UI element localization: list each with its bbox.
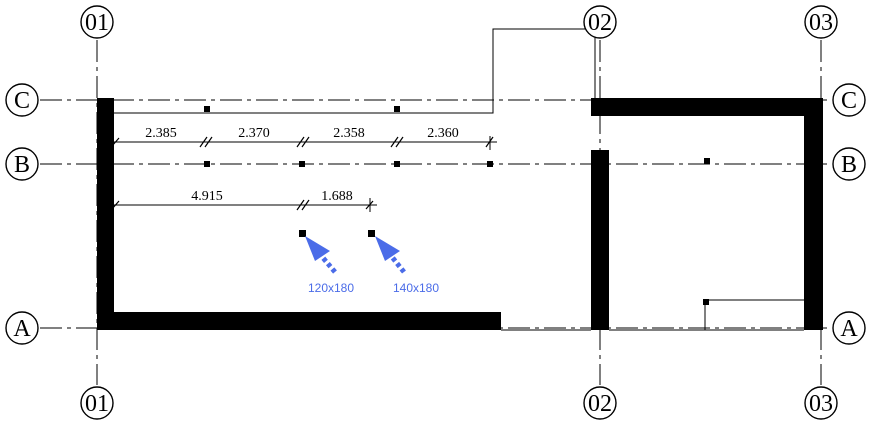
node-marker [204, 106, 210, 112]
grid-bubble-c-left[interactable]: C [5, 83, 39, 117]
grid-bubble-02-bottom[interactable]: 02 [583, 386, 617, 420]
tag-arrow-head-icon [305, 236, 330, 261]
node-marker [368, 230, 375, 237]
dim-text-1688: 1.688 [321, 189, 353, 204]
bubble-label: A [13, 316, 31, 342]
bubble-circle [804, 5, 838, 39]
tag-arrow-head-icon [375, 236, 400, 261]
dim-tick [301, 199, 310, 211]
grid-bubble-01-top[interactable]: 01 [80, 5, 114, 39]
tag-120x180[interactable]: 120x180 [305, 236, 354, 295]
grid-bubble-a-right[interactable]: A [832, 311, 866, 345]
bubble-label: 01 [85, 391, 109, 417]
dim-text-2370: 2.370 [238, 126, 270, 141]
bubble-circle [832, 311, 866, 345]
bubble-label: C [14, 88, 30, 114]
dim-text-2360: 2.360 [427, 126, 459, 141]
node-markers [204, 106, 710, 305]
dim-tick [301, 136, 310, 148]
wall-bottom-left [97, 312, 501, 330]
wall-right [804, 98, 823, 330]
grid-bubble-03-bottom[interactable]: 03 [804, 386, 838, 420]
dim-text-2358: 2.358 [333, 126, 365, 141]
wall-top-right [591, 98, 823, 116]
wall-left [97, 98, 114, 330]
grid-lines [40, 40, 830, 385]
bubble-label: 02 [588, 391, 612, 417]
tag-label: 120x180 [308, 281, 354, 295]
grid-bubble-01-bottom[interactable]: 01 [80, 386, 114, 420]
node-marker [394, 106, 400, 112]
node-marker [487, 161, 493, 167]
bubble-label: 02 [588, 10, 612, 36]
grid-bubble-c-right[interactable]: C [832, 83, 866, 117]
bubble-circle [583, 386, 617, 420]
tag-label: 140x180 [393, 281, 439, 295]
grid-bubble-02-top[interactable]: 02 [583, 5, 617, 39]
node-marker [299, 230, 306, 237]
bubble-circle [5, 147, 39, 181]
dim-text-2385: 2.385 [145, 126, 177, 141]
dim-tick [111, 137, 120, 147]
tag-140x180[interactable]: 140x180 [375, 236, 439, 295]
bubble-label: C [841, 88, 857, 114]
walls [97, 98, 823, 330]
bubble-label: 03 [809, 391, 833, 417]
grid-bubble-03-top[interactable]: 03 [804, 5, 838, 39]
dim-tick [296, 136, 305, 148]
dim-tick [204, 136, 213, 148]
grid-bubble-b-left[interactable]: B [5, 147, 39, 181]
step-line [704, 299, 804, 330]
dimension-texts: 2.385 2.370 2.358 2.360 4.915 1.688 [145, 126, 459, 204]
dim-tick [296, 199, 305, 211]
upper-outline [114, 28, 596, 114]
grid-bubbles: 01 02 03 01 02 03 C C [5, 5, 866, 420]
bubble-label: 01 [85, 10, 109, 36]
dim-tick [199, 136, 208, 148]
node-marker [703, 299, 709, 305]
bubble-circle [80, 386, 114, 420]
node-marker [394, 161, 400, 167]
thin-lines [114, 28, 804, 331]
tag-arrows: 120x180 140x180 [305, 236, 439, 295]
wall-middle [591, 150, 609, 330]
dim-tick [111, 200, 120, 210]
grid-bubble-a-left[interactable]: A [5, 311, 39, 345]
bubble-circle [804, 386, 838, 420]
node-marker [204, 161, 210, 167]
bubble-circle [5, 311, 39, 345]
bubble-circle [832, 147, 866, 181]
dim-tick [390, 136, 399, 148]
node-marker [704, 158, 710, 164]
node-marker [299, 161, 305, 167]
bubble-circle [80, 5, 114, 39]
bubble-label: A [840, 316, 858, 342]
bubble-circle [5, 83, 39, 117]
grid-bubble-b-right[interactable]: B [832, 147, 866, 181]
dim-tick [395, 136, 404, 148]
bubble-label: B [841, 152, 857, 178]
bubble-circle [583, 5, 617, 39]
dim-text-4915: 4.915 [191, 189, 223, 204]
bubble-label: 03 [809, 10, 833, 36]
bubble-circle [832, 83, 866, 117]
dimension-lines [111, 136, 497, 212]
bubble-label: B [14, 152, 30, 178]
